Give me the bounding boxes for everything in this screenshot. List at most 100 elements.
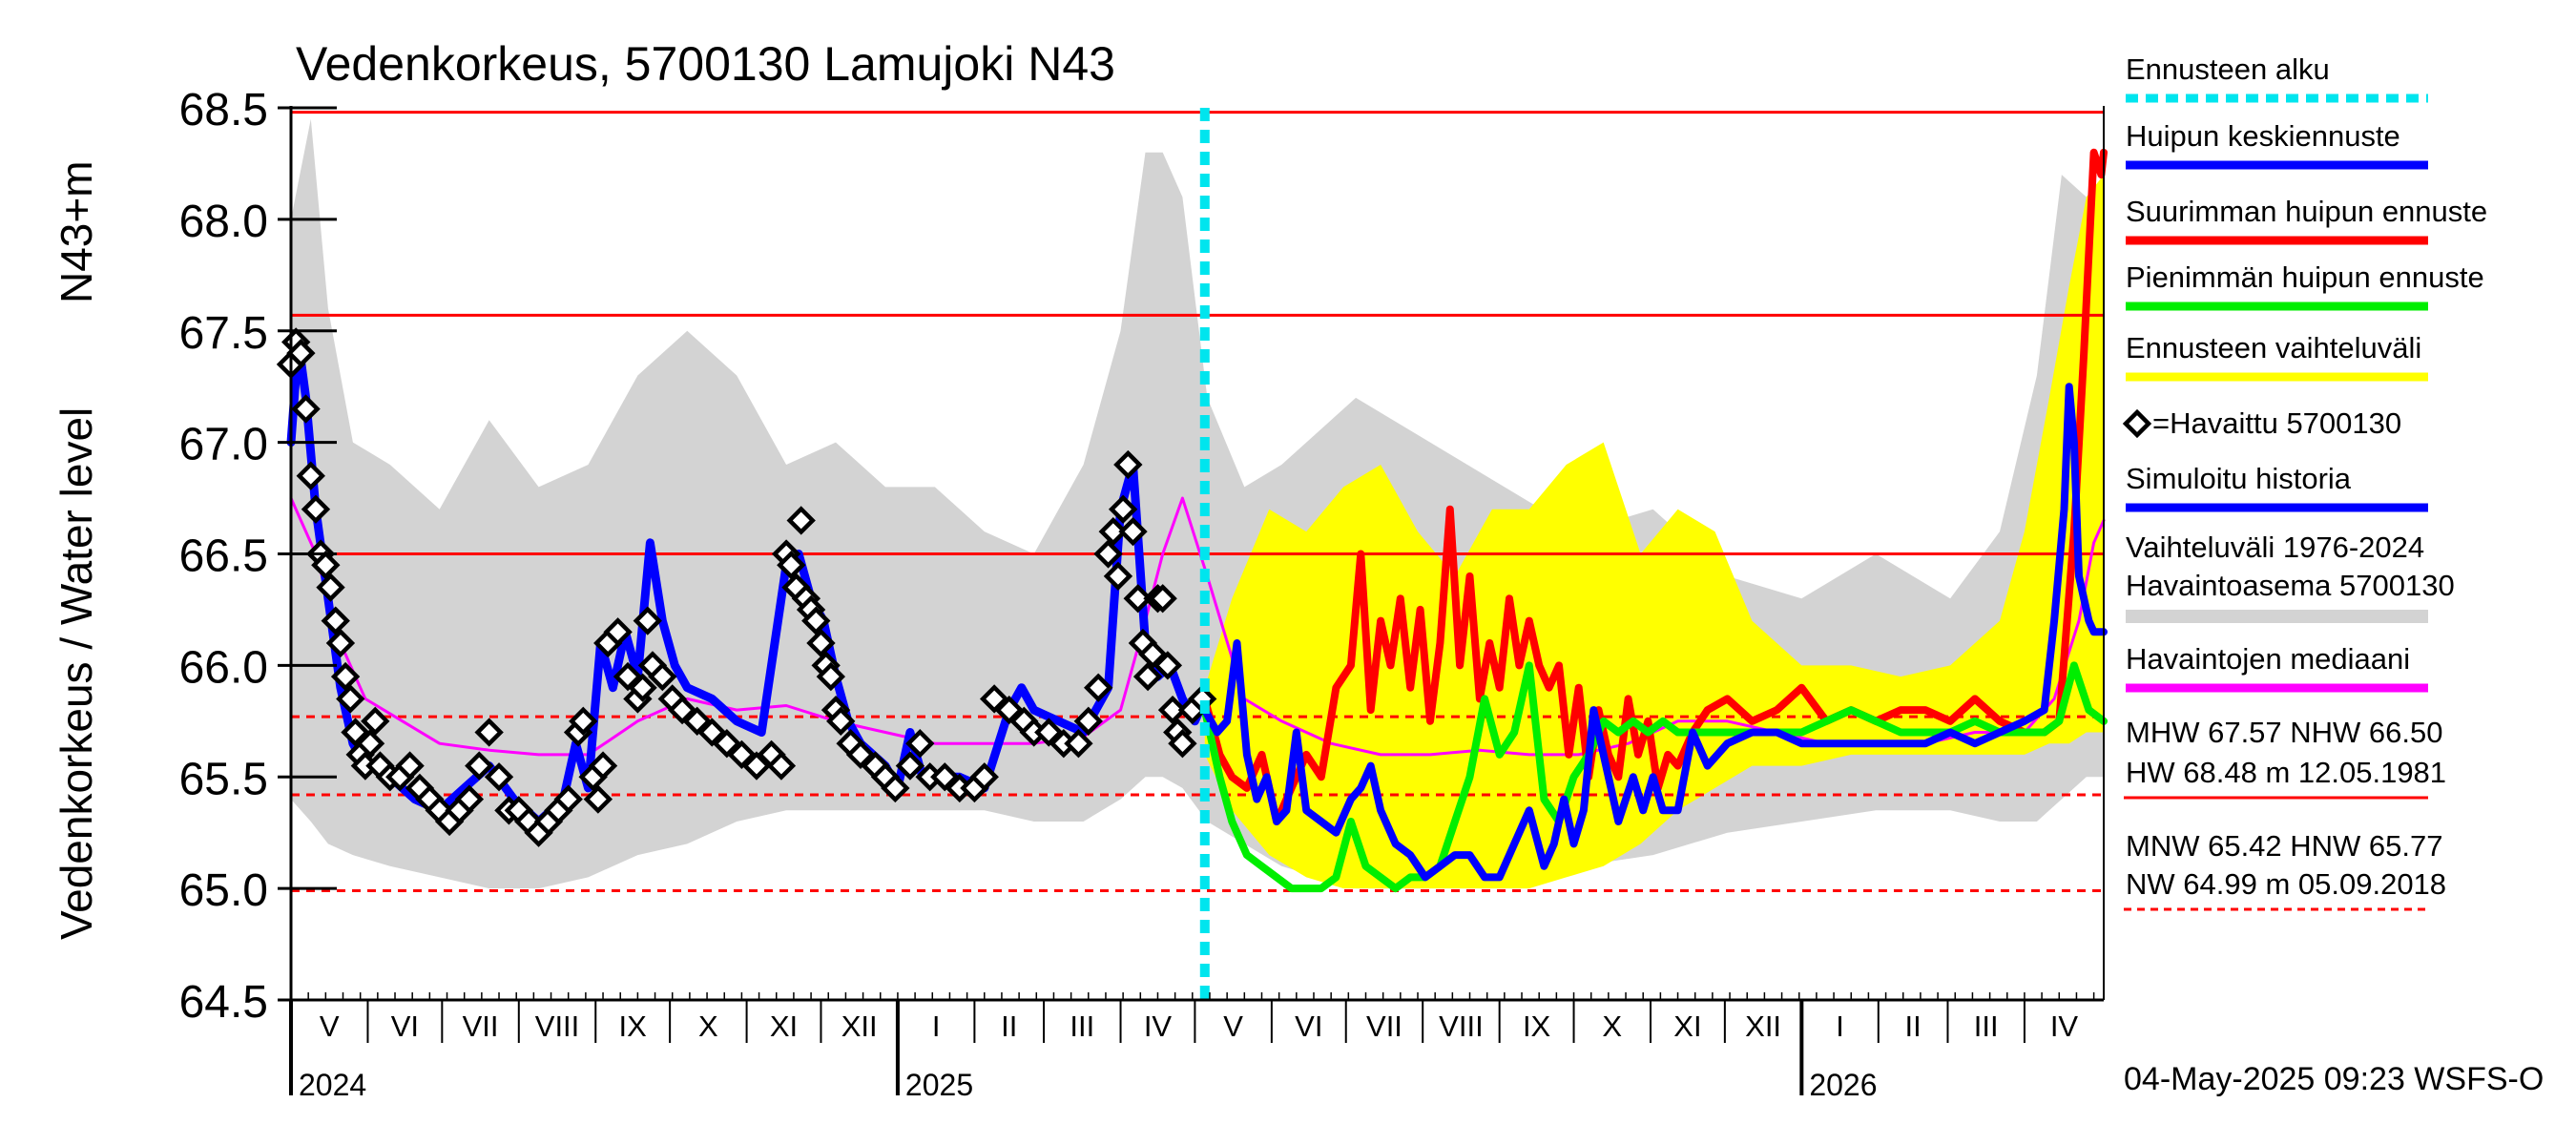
observed-marker <box>291 394 321 424</box>
month-label: X <box>1602 1010 1622 1043</box>
observed-marker <box>648 661 677 692</box>
observed-marker <box>1064 729 1093 759</box>
month-label: III <box>1070 1010 1094 1043</box>
observed-marker <box>569 706 598 736</box>
y-tick-label: 65.0 <box>179 865 268 916</box>
legend-label: Vaihteluväli 1976-2024 <box>2126 531 2424 564</box>
month-label: XI <box>1673 1010 1701 1043</box>
observed-marker <box>474 718 504 747</box>
month-label: VII <box>1366 1010 1402 1043</box>
y-tick-label: 67.0 <box>179 420 268 470</box>
observed-marker <box>301 494 331 524</box>
legend-label: Simuloitu historia <box>2126 462 2352 495</box>
observed-marker <box>766 751 797 781</box>
y-tick-label: 66.5 <box>179 531 268 582</box>
stats-line-1: MHW 67.57 NHW 66.50 <box>2126 716 2443 749</box>
observed-marker <box>1118 516 1148 547</box>
observed-marker <box>786 506 816 535</box>
observed-marker <box>330 661 361 692</box>
observed-markers <box>276 327 1217 847</box>
observed-marker <box>286 338 316 368</box>
observed-marker <box>727 739 757 770</box>
chart-title: Vedenkorkeus, 5700130 Lamujoki N43 <box>296 37 1115 91</box>
footer-timestamp: 04-May-2025 09:23 WSFS-O <box>2124 1061 2544 1097</box>
month-label: V <box>1223 1010 1243 1043</box>
observed-marker <box>826 706 856 736</box>
month-label: VI <box>1295 1010 1322 1043</box>
observed-marker <box>994 695 1024 725</box>
observed-marker <box>895 751 925 781</box>
plot-area <box>276 108 2108 1000</box>
observed-marker <box>583 784 613 814</box>
observed-marker <box>296 461 325 490</box>
observed-marker <box>845 739 876 770</box>
observed-marker <box>316 572 345 602</box>
observed-marker <box>395 751 425 781</box>
observed-marker <box>1153 651 1183 680</box>
legend-label-line2: Havaintoasema 5700130 <box>2126 569 2455 602</box>
stats-line-2: HW 68.48 m 12.05.1981 <box>2126 756 2446 789</box>
observed-marker <box>682 706 712 736</box>
observed-marker <box>667 695 697 725</box>
observed-marker <box>1108 494 1138 524</box>
observed-marker <box>484 762 514 792</box>
legend-label: Havaintojen mediaani <box>2126 642 2410 676</box>
observed-marker <box>1034 718 1064 747</box>
observed-marker <box>905 729 935 759</box>
observed-marker <box>1157 695 1188 725</box>
observed-marker <box>930 762 960 792</box>
y-tick-label: 66.0 <box>179 642 268 693</box>
month-label: VIII <box>535 1010 580 1043</box>
month-label: IV <box>2050 1010 2079 1043</box>
legend-label: Suurimman huipun ennuste <box>2126 195 2487 228</box>
stats-line-4: NW 64.99 m 05.09.2018 <box>2126 867 2446 901</box>
observed-marker <box>553 784 583 814</box>
month-label: III <box>1974 1010 1999 1043</box>
y-tick-label: 64.5 <box>179 977 268 1028</box>
observed-marker <box>361 706 390 736</box>
month-label: IV <box>1144 1010 1173 1043</box>
observed-marker <box>355 729 385 759</box>
observed-marker <box>1083 673 1113 702</box>
observed-marker <box>1098 516 1128 547</box>
observed-marker <box>633 606 662 635</box>
observed-marker <box>1103 561 1133 592</box>
y-tick-label: 68.5 <box>179 85 268 135</box>
observed-marker <box>777 551 806 580</box>
observed-marker <box>1168 729 1197 759</box>
observed-marker <box>969 762 999 792</box>
y-axis-label: Vedenkorkeus / Water level <box>52 407 101 940</box>
legend-label: Pienimmän huipun ennuste <box>2126 260 2484 294</box>
stats-line-3: MNW 65.42 HNW 65.77 <box>2126 829 2443 863</box>
series-pienimm-n-huipun-ennuste <box>1200 661 2108 893</box>
y-tick-label: 65.5 <box>179 754 268 804</box>
observed-marker <box>1123 584 1153 614</box>
observed-marker <box>465 751 494 781</box>
observed-marker <box>816 661 846 692</box>
month-label: IX <box>619 1010 648 1043</box>
observed-marker <box>311 551 341 580</box>
year-label: 2025 <box>905 1068 973 1102</box>
observed-marker <box>336 684 365 714</box>
observed-marker <box>881 773 910 803</box>
month-label: II <box>1001 1010 1017 1043</box>
observed-marker <box>741 751 772 781</box>
observed-marker <box>341 718 370 747</box>
legend-label: =Havaittu 5700130 <box>2152 406 2401 440</box>
month-label: VIII <box>1439 1010 1484 1043</box>
legend-label: Ennusteen alku <box>2126 52 2330 86</box>
observed-marker <box>712 729 742 759</box>
month-label: VII <box>463 1010 499 1043</box>
series-huipun-keskiennuste <box>1200 383 2108 882</box>
observed-marker <box>613 661 643 692</box>
statistics-block: MHW 67.57 NHW 66.50 HW 68.48 m 12.05.198… <box>2124 716 2446 911</box>
y-axis-unit-label: N43+m <box>52 160 101 303</box>
year-label: 2026 <box>1809 1068 1877 1102</box>
axes: 64.565.065.566.066.567.067.568.068.5V VI V… <box>179 85 2105 1102</box>
month-label: II <box>1905 1010 1922 1043</box>
month-label: XII <box>841 1010 878 1043</box>
month-label: XI <box>770 1010 798 1043</box>
month-label: IX <box>1523 1010 1551 1043</box>
observed-marker <box>588 751 618 781</box>
